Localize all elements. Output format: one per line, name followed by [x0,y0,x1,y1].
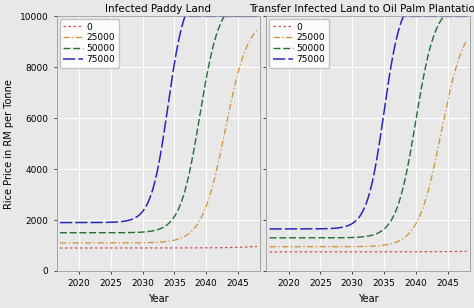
X-axis label: Year: Year [358,294,378,304]
X-axis label: Year: Year [148,294,169,304]
Legend: 0, 25000, 50000, 75000: 0, 25000, 50000, 75000 [60,19,119,68]
Legend: 0, 25000, 50000, 75000: 0, 25000, 50000, 75000 [269,19,328,68]
Title: Transfer Infected Land to Oil Palm Plantations: Transfer Infected Land to Oil Palm Plant… [249,4,474,14]
Y-axis label: Rice Price in RM per Tonne: Rice Price in RM per Tonne [4,79,14,209]
Title: Infected Paddy Land: Infected Paddy Land [106,4,211,14]
